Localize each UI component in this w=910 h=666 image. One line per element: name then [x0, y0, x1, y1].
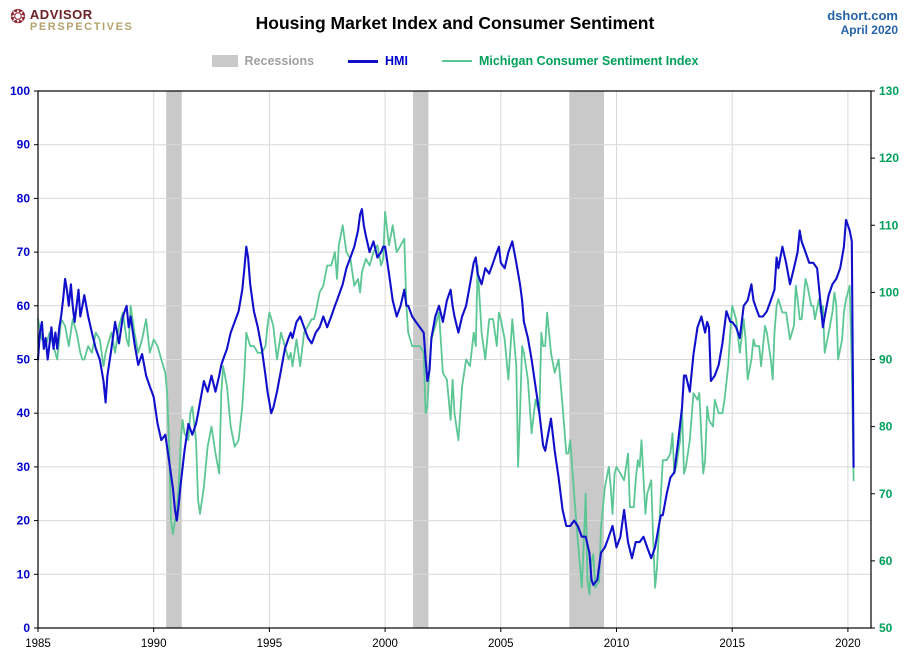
right-axis-label: 70	[879, 487, 893, 501]
series-michigan-consumer-sentiment-index	[37, 210, 855, 596]
source-date: April 2020	[840, 23, 898, 37]
x-axis-label: 2010	[604, 638, 630, 650]
source-site: dshort.com	[827, 8, 898, 23]
chart-svg: 0 10 20 30 40 50 60 70 80 90 100 50 60 70 80 90 100 110 12…	[10, 84, 899, 650]
series-hmi	[36, 208, 855, 587]
hmi-line-swatch-icon	[348, 59, 379, 63]
compass-logo-icon: ❂	[10, 7, 26, 28]
legend-label-hmi: HMI	[385, 54, 408, 68]
page-title: Housing Market Index and Consumer Sentim…	[255, 13, 655, 33]
logo-text-advisor: ADVISOR	[29, 7, 93, 22]
left-axis-label: 10	[17, 567, 31, 581]
legend-item-hmi: HMI	[348, 54, 408, 68]
left-axis-label: 0	[23, 621, 30, 635]
x-axis-label: 1995	[257, 638, 283, 650]
right-axis-label: 100	[879, 285, 899, 299]
left-axis-label: 70	[17, 245, 31, 259]
right-axis-label: 80	[879, 420, 893, 434]
x-axis-label: 2020	[835, 638, 861, 650]
logo-text-perspectives: PERSPECTIVES	[29, 21, 134, 33]
left-axis-label: 20	[17, 514, 31, 528]
legend-label-sentiment: Michigan Consumer Sentiment Index	[478, 54, 699, 68]
x-axis-label: 1985	[25, 638, 51, 650]
right-axis-label: 60	[879, 554, 893, 568]
chart-area: 0 10 20 30 40 50 60 70 80 90 100 50 60 70 80 90 100 110 12…	[0, 81, 910, 666]
left-axis-label: 40	[17, 406, 31, 420]
left-axis-label: 100	[10, 84, 30, 98]
chart-legend: Recessions HMI Michigan Consumer Sentime…	[0, 54, 910, 68]
advisor-perspectives-logo: ❂ ADVISOR PERSPECTIVES	[10, 8, 133, 33]
x-axis-label: 2015	[719, 638, 745, 650]
legend-label-recessions: Recessions	[244, 54, 315, 68]
source-block: dshort.com April 2020	[827, 8, 898, 38]
left-axis-label: 80	[17, 191, 31, 205]
left-axis-label: 50	[17, 353, 31, 367]
left-axis-label: 90	[17, 138, 31, 152]
right-axis-label: 130	[879, 84, 899, 98]
legend-item-sentiment: Michigan Consumer Sentiment Index	[441, 54, 699, 68]
sentiment-line-swatch-icon	[441, 59, 472, 63]
right-axis-label: 120	[879, 151, 899, 165]
x-axis-label: 1990	[141, 638, 167, 650]
right-axis-label: 110	[879, 218, 899, 232]
x-axis-label: 2005	[488, 638, 514, 650]
right-axis-label: 90	[879, 353, 893, 367]
recession-swatch-icon	[211, 55, 238, 67]
x-axis-label: 2000	[372, 638, 398, 650]
right-axis-label: 50	[879, 621, 893, 635]
left-axis-label: 30	[17, 460, 31, 474]
legend-item-recessions: Recessions	[211, 54, 315, 68]
left-axis-label: 60	[17, 299, 31, 313]
